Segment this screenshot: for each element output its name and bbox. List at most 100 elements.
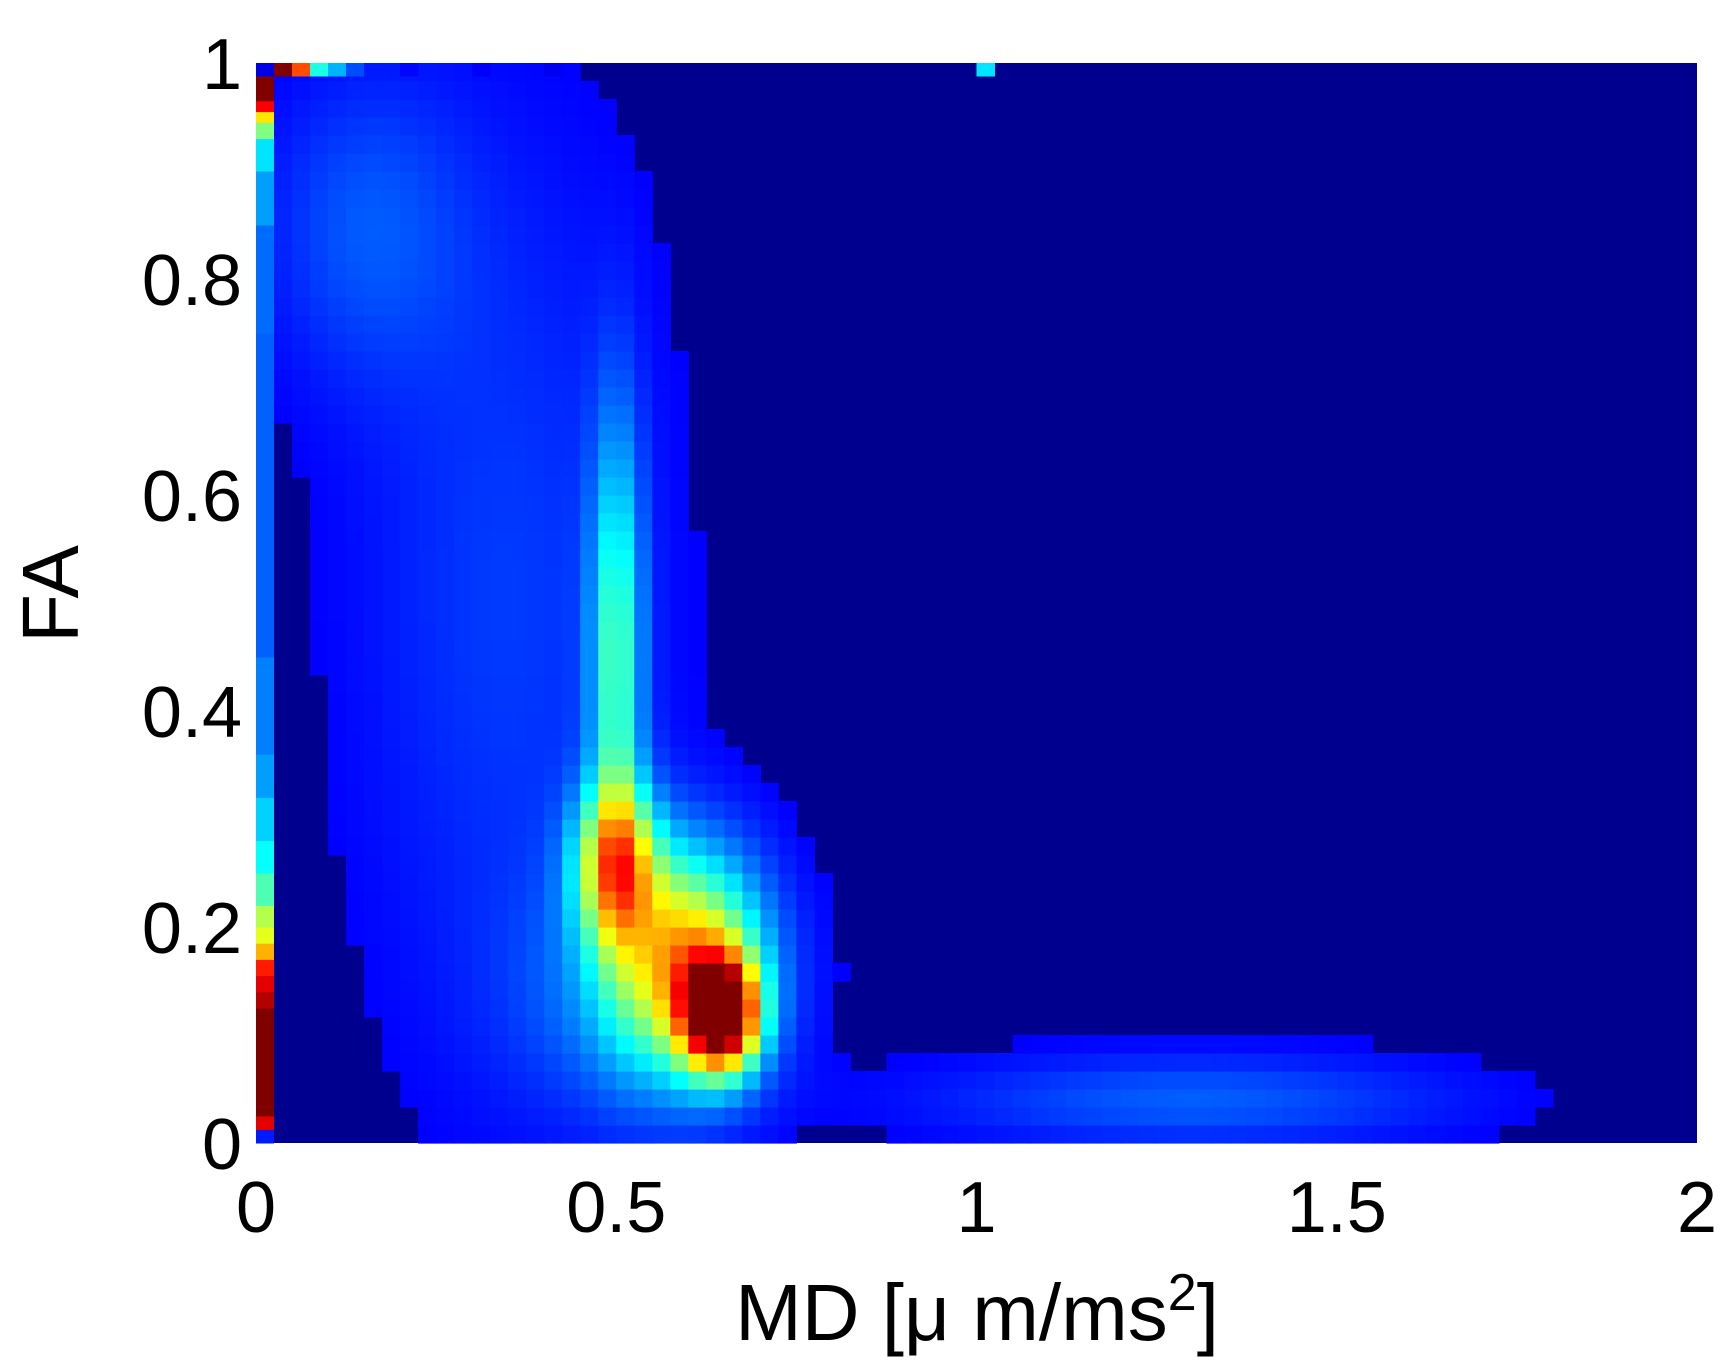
heatmap-cell — [526, 981, 545, 1000]
heatmap-cell — [508, 603, 527, 622]
heatmap-cell — [364, 909, 383, 928]
heatmap-cell — [598, 963, 617, 982]
heatmap-cell — [652, 675, 671, 694]
heatmap-cell — [364, 891, 383, 910]
heatmap-cell — [634, 675, 653, 694]
heatmap-cell — [634, 801, 653, 820]
heatmap-cell — [634, 189, 653, 208]
heatmap-cell — [490, 63, 509, 82]
x-axis-label-sup: 2 — [1168, 1264, 1197, 1322]
heatmap-cell — [562, 801, 581, 820]
heatmap-cell — [382, 513, 401, 532]
heatmap-cell — [1012, 1053, 1032, 1072]
heatmap-cell — [706, 891, 725, 910]
heatmap-cell — [310, 135, 329, 154]
heatmap-cell — [346, 477, 365, 496]
heatmap-cell — [310, 585, 329, 604]
heatmap-cell — [346, 117, 365, 136]
heatmap-cell — [1012, 1071, 1032, 1090]
top-row-bin — [472, 63, 491, 77]
heatmap-cell — [544, 243, 563, 262]
heatmap-cell — [454, 693, 473, 712]
heatmap-cell — [652, 837, 671, 856]
heatmap-cell — [526, 693, 545, 712]
heatmap-cell — [400, 477, 419, 496]
heatmap-cell — [724, 837, 743, 856]
heatmap-cell — [526, 369, 545, 388]
heatmap-cell — [850, 1107, 870, 1126]
heatmap-cell — [544, 513, 563, 532]
heatmap-cell — [1390, 1107, 1410, 1126]
heatmap-cell — [670, 513, 689, 532]
heatmap-cell — [1048, 1107, 1068, 1126]
heatmap-cell — [1210, 1125, 1230, 1144]
heatmap-cell — [400, 855, 419, 874]
heatmap-cell — [328, 549, 347, 568]
heatmap-cell — [418, 891, 437, 910]
heatmap-cell — [616, 711, 635, 730]
heatmap-cell — [1300, 1125, 1320, 1144]
heatmap-cell — [634, 657, 653, 676]
heatmap-cell — [526, 459, 545, 478]
heatmap-cell — [490, 531, 509, 550]
heatmap-cell — [400, 981, 419, 1000]
heatmap-cell — [400, 693, 419, 712]
heatmap-cell — [616, 513, 635, 532]
heatmap-cell — [814, 1035, 833, 1054]
heatmap-cell — [292, 297, 311, 316]
heatmap-cell — [436, 873, 455, 892]
heatmap-cell — [616, 261, 635, 280]
heatmap-cell — [706, 819, 725, 838]
heatmap-cell — [616, 567, 635, 586]
heatmap-cell — [472, 279, 491, 298]
heatmap-cell — [526, 153, 545, 172]
heatmap-cell — [382, 135, 401, 154]
heatmap-cell — [544, 873, 563, 892]
heatmap-cell — [1246, 1089, 1266, 1108]
heatmap-cell — [436, 981, 455, 1000]
heatmap-cell — [1030, 1071, 1050, 1090]
heatmap-cell — [850, 1089, 870, 1108]
heatmap-cell — [598, 297, 617, 316]
heatmap-cell — [292, 171, 311, 190]
heatmap-cell — [454, 945, 473, 964]
heatmap-cell — [328, 837, 347, 856]
heatmap-cell — [652, 387, 671, 406]
heatmap-cell — [508, 783, 527, 802]
heatmap-cell — [472, 243, 491, 262]
heatmap-cell — [526, 279, 545, 298]
heatmap-cell — [274, 279, 293, 298]
heatmap-cell — [778, 1125, 797, 1144]
heatmap-cell — [454, 927, 473, 946]
heatmap-cell — [580, 531, 599, 550]
heatmap-cell — [652, 405, 671, 424]
heatmap-cell — [1066, 1107, 1086, 1126]
heatmap-cell — [400, 603, 419, 622]
heatmap-cell — [400, 801, 419, 820]
heatmap-cell — [436, 279, 455, 298]
heatmap-cell — [328, 657, 347, 676]
left-column-bin — [256, 943, 275, 960]
heatmap-cell — [634, 927, 653, 946]
heatmap-cell — [490, 441, 509, 460]
heatmap-cell — [652, 441, 671, 460]
heatmap-cell — [688, 585, 707, 604]
heatmap-cell — [670, 657, 689, 676]
heatmap-cell — [490, 459, 509, 478]
heatmap-cell — [1318, 1053, 1338, 1072]
heatmap-cell — [472, 585, 491, 604]
left-column-bin — [256, 754, 275, 798]
heatmap-cell — [544, 81, 563, 100]
heatmap-cell — [742, 801, 761, 820]
heatmap-cell — [472, 1089, 491, 1108]
heatmap-cell — [634, 837, 653, 856]
heatmap-cell — [598, 639, 617, 658]
heatmap-cell — [490, 1053, 509, 1072]
heatmap-cell — [1048, 1089, 1068, 1108]
heatmap-cell — [814, 1071, 833, 1090]
heatmap-cell — [670, 495, 689, 514]
heatmap-cell — [346, 873, 365, 892]
heatmap-cell — [526, 729, 545, 748]
heatmap-cell — [544, 765, 563, 784]
heatmap-cell — [760, 1035, 779, 1054]
